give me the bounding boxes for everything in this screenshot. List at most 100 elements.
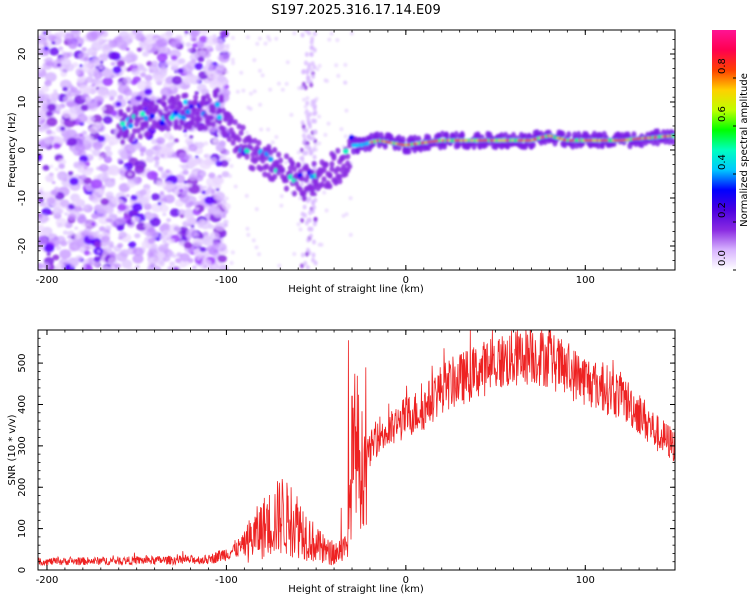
spectrogram-noise-cell bbox=[190, 35, 198, 42]
spectrogram-noise-cell bbox=[300, 217, 305, 223]
spectrogram-noise-cell bbox=[50, 189, 58, 196]
spectrogram-noise-cell bbox=[168, 138, 173, 142]
spectrogram-noise-cell bbox=[146, 61, 153, 67]
spectrogram-noise-cell bbox=[144, 194, 152, 201]
spectrogram-noise-cell bbox=[55, 263, 66, 270]
spectrogram-noise-cell bbox=[315, 67, 320, 72]
spectrogram-ridge-cell bbox=[321, 176, 327, 183]
spectrogram-noise-cell bbox=[313, 129, 318, 135]
spectrogram-noise-cell bbox=[42, 36, 47, 41]
spectrogram-noise-cell bbox=[153, 74, 165, 84]
spectrogram-noise-cell bbox=[56, 63, 62, 67]
spectrogram-noise-cell bbox=[194, 62, 204, 70]
spectrogram-noise-cell bbox=[67, 230, 75, 237]
spectrogram-noise-cell bbox=[93, 256, 101, 263]
spectrogram-noise-cell bbox=[104, 150, 113, 157]
spectrogram-noise-cell bbox=[169, 58, 181, 68]
spectrogram-noise-cell bbox=[270, 140, 275, 145]
spectrogram-noise-cell bbox=[138, 64, 144, 69]
spectrogram-noise-cell bbox=[230, 250, 235, 255]
spectrogram-noise-cell bbox=[195, 207, 200, 211]
spectrogram-noise-cell bbox=[193, 249, 200, 255]
spectrogram-noise-cell bbox=[169, 261, 176, 267]
spectrogram-noise-cell bbox=[156, 53, 168, 63]
spectrogram-noise-cell bbox=[107, 51, 118, 60]
spectrogram-noise-cell bbox=[215, 188, 220, 192]
spectrogram-noise-cell bbox=[71, 197, 83, 207]
spectrogram-ridge-cell bbox=[631, 131, 637, 139]
spectrogram-noise-cell bbox=[71, 30, 79, 35]
spectrogram-ridge-cell bbox=[161, 101, 167, 108]
colorbar-tick-label: 0.2 bbox=[717, 202, 728, 218]
spectrogram-noise-cell bbox=[266, 127, 271, 132]
spectrogram-ridge-cell bbox=[165, 125, 171, 132]
spectrogram-noise-cell bbox=[79, 174, 87, 181]
spectrogram-noise-cell bbox=[62, 86, 68, 92]
spectrogram-noise-cell bbox=[108, 265, 116, 270]
colorbar-gradient-bar bbox=[712, 30, 736, 270]
spectrogram-noise-cell bbox=[257, 36, 262, 41]
colorbar-tick-label: 0.8 bbox=[717, 58, 728, 74]
spectrogram-noise-cell bbox=[43, 136, 53, 145]
spectrogram-noise-cell bbox=[245, 226, 250, 231]
spectrogram-noise-cell bbox=[75, 255, 83, 262]
spectrogram-noise-cell bbox=[307, 31, 312, 36]
spectrogram-ridge-cell bbox=[193, 122, 199, 129]
spectrogram-noise-cell bbox=[42, 93, 51, 101]
spectrogram-noise-cell bbox=[53, 89, 58, 93]
spectrogram-ridge-cell bbox=[240, 124, 246, 131]
spectrogram-noise-cell bbox=[53, 142, 61, 150]
spectrogram-noise-cell bbox=[119, 176, 125, 181]
spectrogram-noise-cell bbox=[63, 178, 68, 182]
snr-xtick-label: 100 bbox=[576, 575, 595, 586]
spectrogram-noise-cell bbox=[304, 144, 309, 150]
spectrogram-ridge-cell bbox=[335, 147, 341, 154]
spectrogram-ridge-cell bbox=[214, 87, 221, 94]
spectrogram-ridge-hot bbox=[214, 101, 221, 108]
spectrogram-noise-cell bbox=[325, 79, 330, 84]
spectrogram-noise-cell bbox=[65, 63, 75, 72]
spectrogram-noise-cell bbox=[149, 217, 161, 227]
spectrogram-noise-cell bbox=[305, 96, 310, 101]
spectrogram-noise-cell bbox=[218, 264, 229, 270]
spectrogram-noise-cell bbox=[57, 158, 67, 166]
spectrogram-noise-cell bbox=[147, 238, 155, 244]
spectrogram-noise-cell bbox=[108, 165, 121, 176]
spectrogram-noise-cell bbox=[38, 118, 42, 124]
spectrogram-noise-cell bbox=[39, 187, 44, 191]
spectrogram-ridge-cell bbox=[183, 124, 189, 131]
spectrogram-noise-cell bbox=[209, 231, 220, 241]
spectrogram-noise-cell bbox=[144, 74, 153, 82]
spectrogram-ridge-cell bbox=[321, 166, 327, 173]
spectrogram-noise-cell bbox=[84, 258, 90, 264]
spectrogram-noise-cell bbox=[157, 201, 162, 206]
spectrogram-noise-cell bbox=[260, 73, 265, 78]
spectrogram-ridge-cell bbox=[329, 161, 335, 168]
spectrogram-ridge-cell bbox=[345, 153, 351, 160]
spectrogram-ridge-cell bbox=[118, 129, 124, 136]
spectrogram-noise-cell bbox=[83, 56, 89, 62]
spectrogram-noise-cell bbox=[46, 43, 53, 49]
spectrogram-noise-cell bbox=[314, 96, 319, 101]
spectrogram-noise-cell bbox=[334, 63, 339, 68]
spectrogram-noise-cell bbox=[313, 142, 318, 147]
spectrogram-noise-cell bbox=[59, 126, 66, 131]
spectrogram-noise-cell bbox=[212, 139, 219, 145]
spectrogram-ridge-cell bbox=[137, 105, 144, 112]
spectrogram-noise-cell bbox=[252, 58, 257, 63]
spectrogram-ridge-cell bbox=[222, 131, 228, 138]
spectrogram-noise-cell bbox=[344, 212, 349, 217]
spectrogram-noise-cell bbox=[125, 67, 132, 72]
spectrogram-ridge-cell bbox=[400, 136, 406, 144]
spectrogram-noise-cell bbox=[301, 133, 306, 139]
spectrogram-noise-cell bbox=[187, 183, 193, 188]
spectrogram-noise-cell bbox=[67, 171, 74, 176]
spectrogram-noise-cell bbox=[96, 209, 108, 218]
spectrogram-image bbox=[38, 30, 675, 270]
spectrogram-noise-cell bbox=[309, 51, 314, 57]
spectrogram-noise-cell bbox=[78, 84, 89, 94]
spectrogram-noise-cell bbox=[177, 68, 184, 74]
spectrogram-ridge-cell bbox=[199, 123, 205, 130]
spectrogram-noise-cell bbox=[312, 64, 317, 70]
spectrogram-noise-cell bbox=[199, 246, 207, 253]
